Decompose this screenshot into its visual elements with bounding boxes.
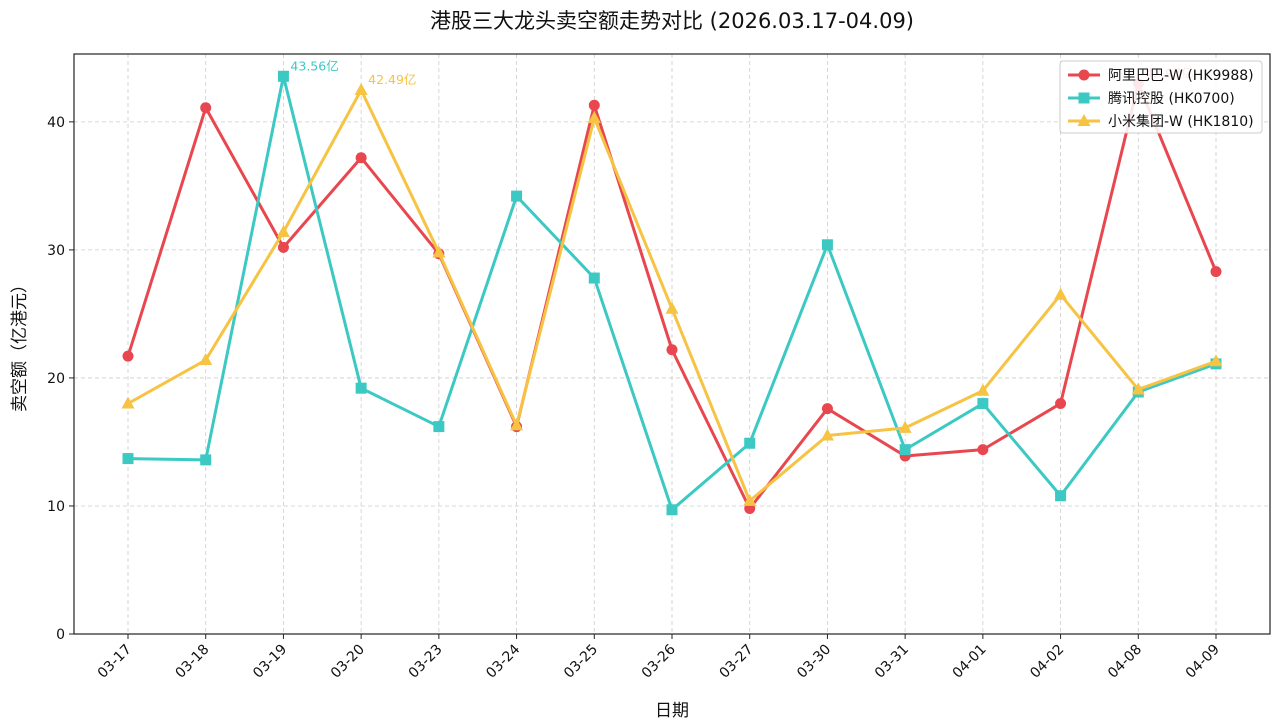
data-point: [200, 102, 212, 114]
legend: 阿里巴巴-W (HK9988) 腾讯控股 (HK0700) 小米集团-W (HK18…: [1059, 60, 1263, 134]
x-tick-label: 03-17: [95, 642, 135, 682]
data-point: [355, 382, 367, 394]
data-point: [1131, 382, 1145, 395]
legend-marker: [1078, 92, 1090, 104]
legend-label: 腾讯控股 (HK0700): [1108, 90, 1235, 107]
x-tick-label: 03-31: [872, 642, 912, 682]
data-point: [511, 190, 523, 202]
x-axis-label: 日期: [655, 701, 689, 721]
data-point: [743, 493, 757, 506]
y-tick-label: 20: [47, 371, 65, 387]
data-point: [122, 350, 134, 362]
data-point: [666, 344, 678, 356]
legend-label: 小米集团-W (HK1810): [1108, 113, 1254, 130]
legend-marker: [1078, 69, 1090, 81]
data-point: [665, 301, 679, 314]
data-point: [277, 241, 289, 253]
data-point: [976, 383, 990, 396]
data-point: [1055, 490, 1067, 502]
x-tick-label: 03-26: [639, 641, 679, 681]
legend-item: 腾讯控股 (HK0700): [1068, 90, 1235, 107]
legend-item: 小米集团-W (HK1810): [1068, 113, 1254, 130]
data-point: [821, 239, 833, 251]
data-point: [200, 454, 212, 466]
legend-box: [1059, 60, 1263, 134]
data-point: [666, 504, 678, 516]
data-point: [588, 99, 600, 111]
x-tick-label: 03-27: [716, 642, 756, 682]
data-point: [199, 353, 213, 366]
data-point: [744, 437, 756, 449]
y-tick-label: 10: [47, 499, 65, 515]
x-tick-label: 04-02: [1027, 642, 1067, 682]
x-tick-label: 03-19: [250, 642, 290, 682]
y-tick-label: 0: [56, 627, 65, 643]
legend-item: 阿里巴巴-W (HK9988): [1068, 68, 1254, 84]
x-tick-label: 04-01: [950, 642, 990, 682]
x-tick-label: 03-30: [794, 642, 834, 682]
x-tick-label: 03-23: [406, 642, 446, 682]
data-point: [432, 245, 446, 258]
data-point: [122, 453, 134, 465]
value-annotation: 43.56亿: [290, 58, 338, 73]
data-point: [588, 272, 600, 284]
legend-marker: [1077, 114, 1091, 126]
data-point: [898, 420, 912, 433]
data-point: [355, 152, 367, 164]
x-tick-label: 03-20: [328, 642, 368, 682]
legend-label: 阿里巴巴-W (HK9988): [1108, 68, 1254, 84]
x-tick-label: 04-09: [1183, 642, 1223, 682]
data-point: [277, 70, 289, 82]
y-tick-label: 40: [47, 115, 65, 131]
grid: [74, 54, 1270, 634]
data-point: [1209, 354, 1223, 367]
y-axis-label: 卖空额（亿港元）: [10, 276, 30, 412]
data-point: [1210, 266, 1222, 278]
data-point: [433, 421, 445, 433]
data-point: [276, 224, 290, 237]
x-tick-label: 03-24: [483, 641, 523, 681]
series-layer: [121, 70, 1223, 516]
series-3: [121, 82, 1223, 506]
y-tick-label: 30: [47, 243, 65, 259]
data-point: [820, 428, 834, 441]
data-point: [1055, 398, 1067, 410]
data-point: [587, 111, 601, 124]
data-point: [1054, 287, 1068, 300]
data-point: [977, 398, 989, 410]
data-point: [510, 418, 524, 431]
x-tick-label: 04-08: [1105, 642, 1145, 682]
chart-title: 港股三大龙头卖空额走势对比 (2026.03.17-04.09): [430, 9, 914, 33]
data-point: [821, 403, 833, 415]
data-point: [977, 444, 989, 456]
x-tick-label: 03-18: [172, 642, 212, 682]
data-point: [121, 396, 135, 409]
data-point: [899, 444, 911, 456]
data-point: [354, 82, 368, 95]
value-annotation: 42.49亿: [368, 72, 416, 87]
x-tick-label: 03-25: [561, 642, 601, 682]
